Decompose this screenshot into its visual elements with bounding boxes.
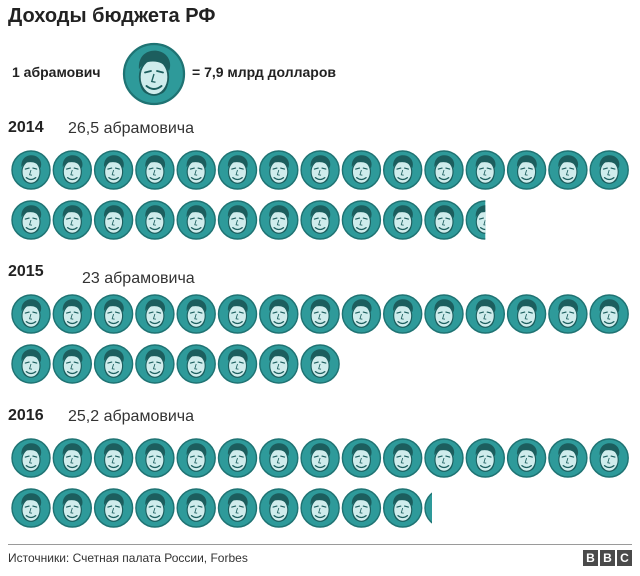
coin-2015	[506, 294, 547, 334]
value-label-2014: 26,5 абрамовича	[68, 120, 195, 137]
coin-2014	[52, 150, 93, 190]
coin-2014	[176, 200, 216, 240]
coin-2016	[341, 488, 382, 528]
coin-2015	[52, 294, 93, 334]
coin-2016	[506, 438, 547, 478]
legend-unit-value: = 7,9 млрд долларов	[192, 64, 337, 80]
coin-2014	[300, 200, 340, 240]
coin-2014	[93, 200, 134, 240]
coin-2016	[382, 438, 423, 478]
coin-2014	[217, 150, 258, 190]
coin-2014	[506, 150, 547, 190]
coin-2016	[259, 488, 299, 528]
coin-2014	[176, 150, 216, 190]
coin-2016	[259, 438, 299, 478]
coin-2015	[548, 294, 588, 334]
coin-2014	[11, 200, 51, 240]
coin-2014	[93, 150, 134, 190]
coin-2016	[11, 438, 51, 478]
coin-2016	[93, 438, 134, 478]
coin-2014	[341, 200, 382, 240]
coin-2014	[589, 150, 629, 190]
coin-2015	[259, 344, 299, 384]
coin-2014	[341, 150, 382, 190]
bbc-logo-letter: B	[583, 550, 598, 566]
coin-2014	[259, 200, 299, 240]
coin-2016	[135, 438, 175, 478]
partial-coin-2014	[465, 200, 486, 240]
coin-2015	[589, 294, 629, 334]
coin-2016	[217, 488, 258, 528]
coin-2014	[424, 200, 464, 240]
coin-2016	[93, 488, 134, 528]
chart-title: Доходы бюджета РФ	[8, 5, 216, 27]
coin-2016	[52, 488, 93, 528]
coin-2016	[217, 438, 258, 478]
coin-2014	[135, 150, 175, 190]
bbc-logo-letter: B	[600, 550, 615, 566]
coin-2014	[135, 200, 175, 240]
coin-2016	[300, 488, 340, 528]
coin-2015	[176, 344, 216, 384]
coin-2015	[217, 344, 258, 384]
coin-2016	[424, 438, 464, 478]
coin-2015	[135, 294, 175, 334]
coin-2015	[52, 344, 93, 384]
coin-2015	[341, 294, 382, 334]
coin-2014	[217, 200, 258, 240]
coin-2015	[176, 294, 216, 334]
coin-2014	[11, 150, 51, 190]
coin-2016	[589, 438, 629, 478]
coin-2015	[382, 294, 423, 334]
coin-2014	[465, 150, 506, 190]
coin-2014	[382, 150, 423, 190]
coin-2016	[300, 438, 340, 478]
partial-coin-2016	[424, 492, 432, 524]
coin-2015	[135, 344, 175, 384]
coin-2016	[341, 438, 382, 478]
value-label-2015: 23 абрамовича	[82, 270, 195, 287]
year-label-2016: 2016	[8, 407, 44, 424]
coin-2016	[382, 488, 423, 528]
coin-2015	[11, 294, 51, 334]
coin-2014	[548, 150, 588, 190]
coin-2015	[465, 294, 506, 334]
coin-2015	[93, 294, 134, 334]
coin-2015	[93, 344, 134, 384]
value-label-2016: 25,2 абрамовича	[68, 408, 195, 425]
coin-2015	[217, 294, 258, 334]
coin-2016	[176, 438, 216, 478]
legend-portrait-coin-icon	[122, 42, 186, 106]
coin-2016	[176, 488, 216, 528]
coin-2016	[11, 488, 51, 528]
bbc-logo-letter: C	[617, 550, 632, 566]
coin-2015	[300, 344, 340, 384]
coin-2014	[259, 150, 299, 190]
legend-unit-label: 1 абрамович	[12, 64, 101, 80]
coin-2016	[52, 438, 93, 478]
coin-2016	[548, 438, 588, 478]
coin-2016	[465, 438, 506, 478]
coin-2014	[300, 150, 340, 190]
coin-2015	[424, 294, 464, 334]
year-label-2014: 2014	[8, 119, 44, 136]
coin-2015	[259, 294, 299, 334]
source-text: Источники: Счетная палата России, Forbes	[8, 551, 248, 565]
coin-2015	[300, 294, 340, 334]
year-label-2015: 2015	[8, 263, 44, 280]
coin-2015	[11, 344, 51, 384]
coin-2014	[382, 200, 423, 240]
coin-2014	[52, 200, 93, 240]
coin-2016	[135, 488, 175, 528]
coin-2014	[424, 150, 464, 190]
footer-divider	[8, 544, 632, 545]
bbc-logo: B B C	[583, 550, 632, 566]
